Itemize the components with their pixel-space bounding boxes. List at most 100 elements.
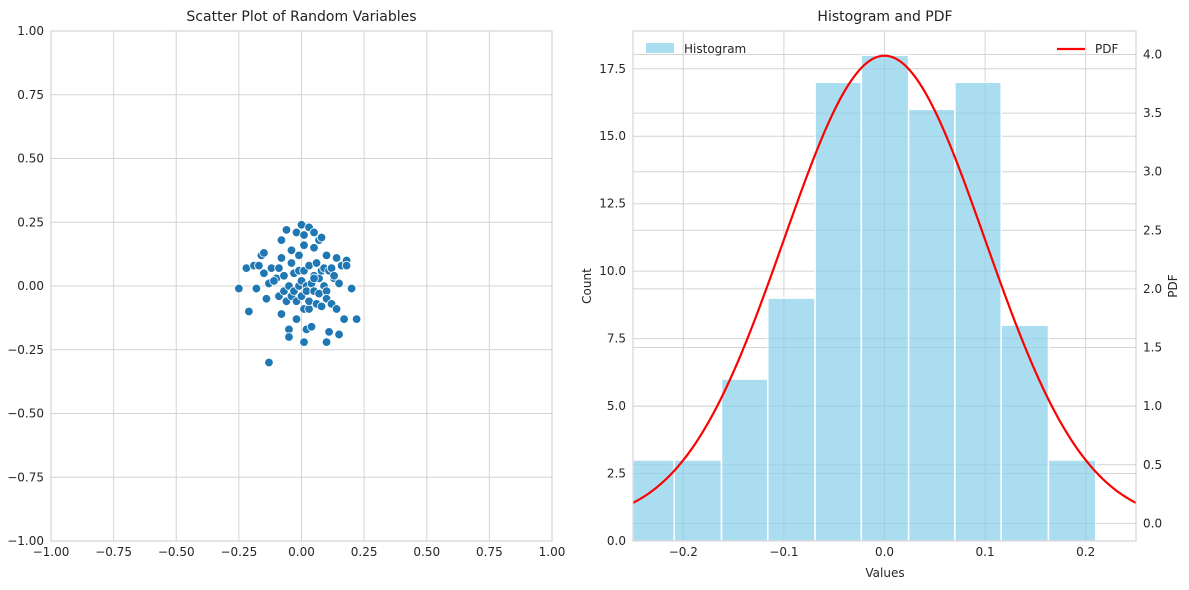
pdf-y-tick-label: 4.0 bbox=[1143, 47, 1162, 61]
histogram-bar bbox=[907, 108, 956, 542]
scatter-x-tick-label: 0.50 bbox=[413, 545, 440, 559]
hist-y-tick-label: 5.0 bbox=[607, 399, 626, 413]
hist-y-tick-label: 0.0 bbox=[607, 534, 626, 548]
scatter-point bbox=[259, 248, 269, 258]
scatter-y-tick-label: −1.00 bbox=[7, 534, 44, 548]
histogram-y-ticks: 0.0 2.5 5.0 7.5 10.0 12.5 15.0 17.5 bbox=[599, 62, 626, 548]
pdf-y-tick-label: 3.5 bbox=[1143, 106, 1162, 120]
scatter-point bbox=[311, 258, 322, 268]
scatter-x-tick-label: −0.50 bbox=[158, 545, 195, 559]
scatter-point bbox=[334, 278, 344, 289]
scatter-point bbox=[321, 337, 332, 347]
scatter-frame bbox=[50, 30, 553, 542]
scatter-point bbox=[299, 337, 309, 347]
hist-y-tick-label: 15.0 bbox=[599, 129, 626, 143]
scatter-point bbox=[269, 276, 279, 286]
scatter-point bbox=[264, 357, 274, 368]
scatter-point bbox=[284, 332, 294, 342]
legend-pdf: PDF bbox=[1057, 42, 1118, 56]
histogram-bar bbox=[1000, 324, 1050, 542]
hist-x-tick-label: 0.0 bbox=[875, 545, 894, 559]
hist-y-tick-label: 7.5 bbox=[607, 332, 626, 346]
histogram-bar bbox=[673, 459, 723, 542]
scatter-x-tick-label: −0.25 bbox=[220, 545, 257, 559]
scatter-point bbox=[254, 260, 264, 271]
scatter-x-tick-label: 0.75 bbox=[476, 545, 503, 559]
x-axis-label: Values bbox=[865, 566, 904, 580]
histogram-x-ticks: −0.2 −0.1 0.0 0.1 0.2 bbox=[669, 545, 1096, 559]
legend-histogram-swatch bbox=[646, 43, 674, 53]
scatter-y-tick-label: 0.75 bbox=[17, 88, 44, 102]
pdf-y-tick-label: 0.5 bbox=[1143, 458, 1162, 472]
scatter-x-tick-label: 0.00 bbox=[288, 545, 315, 559]
scatter-point bbox=[259, 268, 269, 278]
scatter-point bbox=[316, 301, 327, 312]
scatter-y-tick-label: −0.75 bbox=[7, 470, 44, 484]
scatter-point bbox=[331, 253, 342, 263]
scatter-y-ticks: −1.00 −0.75 −0.50 −0.25 0.00 0.25 0.50 0.75 1.00 bbox=[7, 24, 44, 548]
pdf-curve bbox=[632, 54, 1137, 504]
histogram-title: Histogram and PDF bbox=[817, 9, 952, 25]
scatter-point bbox=[286, 258, 297, 268]
histogram-bar bbox=[860, 54, 910, 542]
scatter-y-tick-label: 1.00 bbox=[17, 24, 44, 38]
scatter-title: Scatter Plot of Random Variables bbox=[186, 9, 416, 25]
scatter-x-tick-label: 1.00 bbox=[539, 545, 566, 559]
scatter-point bbox=[234, 283, 244, 294]
pdf-y-ticks: 0.0 0.5 1.0 1.5 2.0 2.5 3.0 3.5 4.0 bbox=[1143, 47, 1162, 530]
histogram-bars bbox=[632, 54, 1097, 542]
scatter-y-tick-label: 0.25 bbox=[17, 215, 44, 229]
scatter-points bbox=[234, 220, 362, 368]
scatter-panel: Scatter Plot of Random Variables −1.00 −0… bbox=[7, 9, 565, 559]
scatter-point bbox=[274, 263, 284, 273]
scatter-point bbox=[329, 271, 339, 281]
hist-x-tick-label: 0.1 bbox=[976, 545, 995, 559]
scatter-point bbox=[299, 230, 309, 240]
hist-y-tick-label: 10.0 bbox=[599, 264, 626, 278]
histogram-panel: Histogram and PDF −0.2 −0.1 0.0 0.1 0.2 0.0 2… bbox=[580, 9, 1180, 580]
histogram-bar bbox=[954, 81, 1002, 542]
scatter-point bbox=[276, 253, 287, 263]
scatter-point bbox=[331, 304, 342, 314]
scatter-point bbox=[309, 227, 319, 238]
scatter-x-ticks: −1.00 −0.75 −0.50 −0.25 0.00 0.25 0.50 0.75 1.00 bbox=[33, 545, 566, 559]
scatter-y-tick-label: 0.00 bbox=[17, 279, 44, 293]
scatter-y-tick-label: 0.50 bbox=[17, 152, 44, 166]
pdf-y-tick-label: 2.5 bbox=[1143, 223, 1162, 237]
pdf-y-tick-label: 3.0 bbox=[1143, 165, 1162, 179]
histogram-bar bbox=[720, 378, 769, 542]
hist-x-tick-label: −0.1 bbox=[769, 545, 798, 559]
scatter-point bbox=[321, 250, 332, 261]
legend-histogram-label: Histogram bbox=[684, 42, 746, 56]
scatter-point bbox=[316, 232, 327, 243]
scatter-point bbox=[251, 283, 262, 294]
histogram-bar bbox=[1047, 459, 1097, 542]
legend-pdf-label: PDF bbox=[1095, 42, 1118, 56]
hist-y-tick-label: 17.5 bbox=[599, 62, 626, 76]
scatter-point bbox=[281, 225, 292, 235]
histogram-bar bbox=[814, 81, 863, 542]
pdf-y-tick-label: 1.5 bbox=[1143, 341, 1162, 355]
legend-histogram: Histogram bbox=[646, 42, 746, 56]
scatter-point bbox=[306, 322, 317, 332]
scatter-point bbox=[324, 327, 334, 337]
scatter-point bbox=[294, 250, 304, 261]
scatter-point bbox=[291, 314, 302, 324]
scatter-point bbox=[341, 260, 352, 271]
scatter-point bbox=[309, 273, 319, 284]
hist-x-tick-label: 0.2 bbox=[1076, 545, 1095, 559]
scatter-y-tick-label: −0.50 bbox=[7, 407, 44, 421]
scatter-x-tick-label: −0.75 bbox=[95, 545, 132, 559]
scatter-x-tick-label: 0.25 bbox=[351, 545, 378, 559]
scatter-point bbox=[346, 283, 357, 294]
hist-x-tick-label: −0.2 bbox=[669, 545, 698, 559]
hist-y-tick-label: 12.5 bbox=[599, 197, 626, 211]
histogram-frame bbox=[632, 30, 1137, 542]
scatter-point bbox=[244, 306, 254, 317]
hist-y-tick-label: 2.5 bbox=[607, 467, 626, 481]
scatter-point bbox=[261, 294, 272, 304]
y-axis-label: Count bbox=[580, 268, 594, 304]
y2-axis-label: PDF bbox=[1166, 274, 1180, 297]
scatter-point bbox=[276, 235, 287, 245]
scatter-point bbox=[279, 271, 289, 281]
